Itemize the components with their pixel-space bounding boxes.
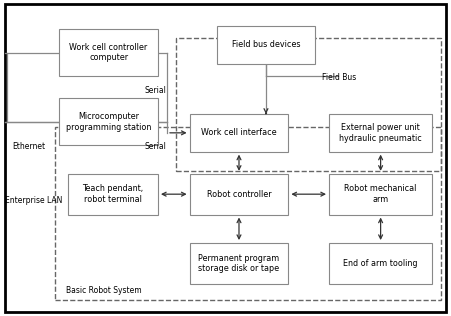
- FancyBboxPatch shape: [59, 29, 158, 76]
- Text: External power unit
hydraulic pneumatic: External power unit hydraulic pneumatic: [339, 123, 422, 143]
- Text: Work cell interface: Work cell interface: [201, 128, 277, 137]
- Text: Permanent program
storage disk or tape: Permanent program storage disk or tape: [198, 254, 280, 273]
- Text: Serial: Serial: [144, 86, 166, 95]
- FancyBboxPatch shape: [329, 243, 433, 284]
- Text: Robot mechanical
arm: Robot mechanical arm: [345, 185, 417, 204]
- FancyBboxPatch shape: [329, 174, 433, 215]
- FancyBboxPatch shape: [189, 243, 289, 284]
- FancyBboxPatch shape: [189, 114, 289, 152]
- Text: End of arm tooling: End of arm tooling: [343, 259, 418, 268]
- FancyBboxPatch shape: [5, 4, 446, 312]
- FancyBboxPatch shape: [68, 174, 158, 215]
- Text: Teach pendant,
robot terminal: Teach pendant, robot terminal: [83, 185, 144, 204]
- FancyBboxPatch shape: [329, 114, 433, 152]
- FancyBboxPatch shape: [189, 174, 289, 215]
- Text: Robot controller: Robot controller: [207, 190, 272, 199]
- FancyBboxPatch shape: [216, 26, 315, 64]
- Text: Serial: Serial: [144, 143, 166, 151]
- Text: Microcomputer
programming station: Microcomputer programming station: [66, 112, 151, 131]
- Text: Ethernet: Ethernet: [12, 143, 45, 151]
- FancyBboxPatch shape: [59, 98, 158, 145]
- Text: Basic Robot System: Basic Robot System: [66, 286, 142, 295]
- Text: Enterprise LAN: Enterprise LAN: [5, 196, 63, 205]
- Text: Field bus devices: Field bus devices: [232, 40, 300, 49]
- Text: Work cell controller
computer: Work cell controller computer: [69, 43, 148, 62]
- Text: Field Bus: Field Bus: [322, 73, 356, 82]
